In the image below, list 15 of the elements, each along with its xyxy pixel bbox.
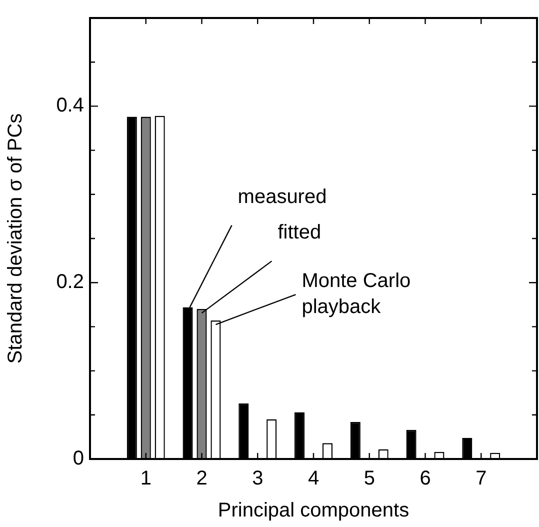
text: Monte Carlo playback <box>302 270 411 318</box>
x-tick-label: 4 <box>308 468 320 490</box>
x-axis-title: Principal components <box>218 500 410 522</box>
text: fitted <box>278 222 322 244</box>
x-tick-label: 3 <box>252 468 264 490</box>
x-tick-label: 6 <box>420 468 431 490</box>
x-tick-label: 2 <box>196 468 208 490</box>
x-tick-label: 7 <box>476 468 487 490</box>
x-tick-label: 1 <box>140 468 152 490</box>
y-tick-label: 0.4 <box>56 94 84 117</box>
text: measured <box>238 186 327 208</box>
y-axis-title: Standard deviation σ of PCs <box>4 113 27 364</box>
x-tick-label: 5 <box>364 468 375 490</box>
y-tick-label: 0 <box>72 448 84 470</box>
y-tick-label: 0.2 <box>56 271 84 294</box>
